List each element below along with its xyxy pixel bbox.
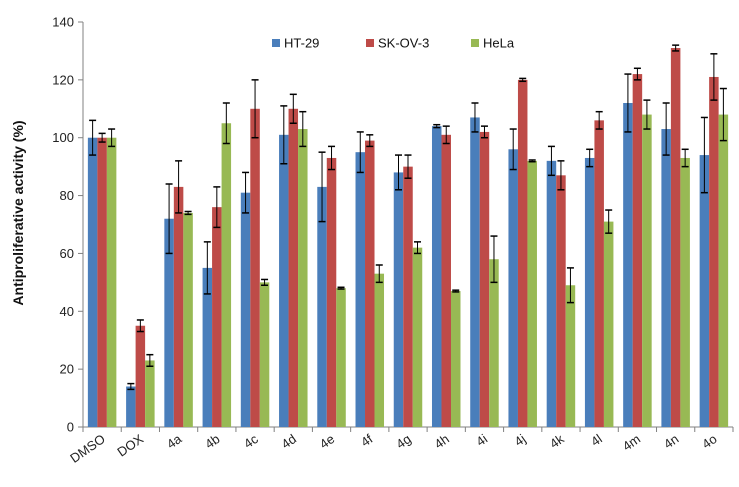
bar xyxy=(594,120,604,427)
bar xyxy=(623,103,633,427)
bar xyxy=(365,140,375,427)
y-tick-label: 0 xyxy=(67,420,74,435)
bar xyxy=(250,108,260,428)
bar xyxy=(489,259,499,427)
y-tick-label: 60 xyxy=(60,246,74,261)
y-tick-label: 100 xyxy=(52,130,74,145)
chart-legend: HT-29 SK-OV-3 HeLa xyxy=(272,36,515,51)
x-tick-label: 4j xyxy=(512,431,529,449)
legend-label: HT-29 xyxy=(284,36,319,51)
x-tick-label: 4d xyxy=(279,431,299,452)
bar xyxy=(259,282,270,427)
bar xyxy=(145,360,155,427)
bar xyxy=(556,175,566,427)
bar xyxy=(240,192,251,427)
bar xyxy=(336,288,346,427)
bar xyxy=(584,157,595,427)
x-tick-label: 4l xyxy=(588,431,605,449)
bar xyxy=(479,131,490,427)
bar xyxy=(97,137,107,427)
bar xyxy=(173,186,184,427)
bar xyxy=(632,74,643,428)
chart-tick-labels: 0 20 40 60 80 100 120 140 DMSO DOX 4a 4b 4c 4d 4e 4f 4g 4… xyxy=(52,15,719,466)
x-tick-label: 4k xyxy=(547,431,567,451)
bar xyxy=(106,137,117,427)
bar xyxy=(374,273,385,427)
y-tick-label: 140 xyxy=(52,15,74,30)
bar xyxy=(470,117,480,427)
bar xyxy=(412,247,423,427)
legend-label: SK-OV-3 xyxy=(378,36,429,51)
bar xyxy=(202,267,213,427)
bar xyxy=(517,79,528,427)
x-tick-label: 4n xyxy=(661,431,681,452)
x-tick-label: 4h xyxy=(432,431,452,452)
bar xyxy=(565,285,576,427)
x-tick-label: DOX xyxy=(114,431,146,460)
x-tick-label: DMSO xyxy=(67,431,108,466)
bar xyxy=(288,108,299,428)
bar xyxy=(546,160,557,427)
bar xyxy=(87,137,98,427)
x-tick-label: 4m xyxy=(620,431,643,454)
bar xyxy=(527,160,537,427)
x-tick-label: 4g xyxy=(393,431,413,452)
legend-label: HeLa xyxy=(483,36,515,51)
bar xyxy=(441,134,451,428)
bar xyxy=(326,157,337,427)
bar xyxy=(317,186,327,427)
bar xyxy=(221,123,232,427)
x-tick-label: 4f xyxy=(358,431,376,450)
bar xyxy=(183,212,193,427)
bar xyxy=(355,152,366,427)
bar xyxy=(508,149,518,428)
bar xyxy=(661,129,671,428)
chart-error-bars xyxy=(89,44,727,391)
bar xyxy=(670,48,681,428)
bar xyxy=(680,157,690,427)
x-tick-label: 4i xyxy=(473,431,490,449)
x-tick-label: 4a xyxy=(164,431,185,452)
y-tick-label: 80 xyxy=(60,188,74,203)
y-tick-label: 20 xyxy=(60,362,74,377)
legend-swatch xyxy=(471,39,479,47)
x-tick-label: 4o xyxy=(699,431,719,452)
legend-swatch xyxy=(272,39,280,47)
x-tick-label: 4c xyxy=(241,431,261,451)
y-tick-label: 40 xyxy=(60,304,74,319)
bar xyxy=(212,207,222,427)
bar xyxy=(642,114,652,428)
bar xyxy=(699,155,710,428)
chart-bars xyxy=(87,48,729,428)
legend-swatch xyxy=(366,39,374,47)
bar xyxy=(164,218,174,427)
y-tick-label: 120 xyxy=(52,72,74,87)
bar xyxy=(126,386,136,427)
bar xyxy=(135,325,146,427)
bar xyxy=(393,172,404,427)
bar xyxy=(298,129,308,428)
bar xyxy=(450,291,461,427)
x-tick-label: 4e xyxy=(317,431,337,452)
bar xyxy=(603,221,614,427)
x-tick-label: 4b xyxy=(202,431,222,452)
bar xyxy=(431,126,442,428)
bar xyxy=(279,134,289,428)
bar xyxy=(403,166,413,427)
bar xyxy=(718,114,729,428)
bar xyxy=(709,76,719,427)
y-axis-label: Antiproliferative activity (%) xyxy=(10,120,26,305)
